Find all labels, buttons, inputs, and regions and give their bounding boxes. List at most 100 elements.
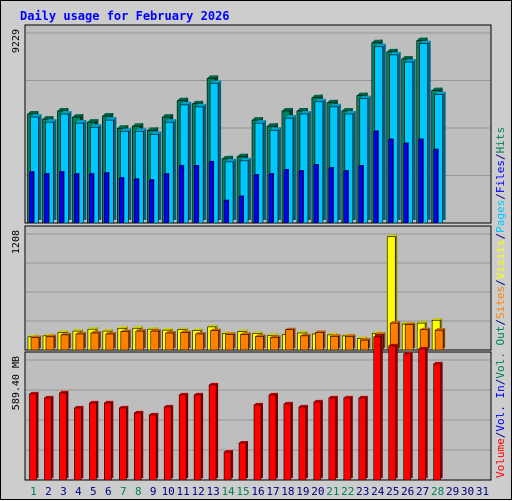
bar-side bbox=[201, 392, 204, 478]
bar-face bbox=[418, 348, 426, 481]
bar-side bbox=[173, 331, 176, 348]
bar-top bbox=[285, 327, 296, 330]
x-tick-label: 13 bbox=[206, 485, 219, 498]
bar-files-day-16 bbox=[253, 174, 260, 224]
bar-side bbox=[231, 449, 234, 478]
bar-face bbox=[180, 332, 189, 351]
bar-files-day-4 bbox=[74, 173, 80, 224]
bar-top bbox=[74, 405, 84, 408]
bar-top bbox=[87, 327, 98, 330]
bar-files-day-17 bbox=[268, 173, 274, 224]
bar-top bbox=[404, 59, 416, 63]
bar-face bbox=[268, 394, 277, 481]
bar-face bbox=[403, 353, 411, 481]
bar-top bbox=[405, 322, 416, 325]
bar-volume-day-24 bbox=[373, 334, 383, 481]
bar-top bbox=[90, 124, 102, 128]
x-tick-label: 1 bbox=[30, 485, 37, 498]
bar-top bbox=[177, 327, 188, 330]
bar-side bbox=[68, 332, 71, 348]
bar-sites-day-10 bbox=[165, 331, 176, 351]
bar-face bbox=[240, 334, 249, 351]
bar-files-day-1 bbox=[29, 171, 35, 224]
bar-top bbox=[314, 98, 326, 102]
bar-side bbox=[395, 343, 398, 478]
bar-side bbox=[307, 111, 311, 220]
bar-side bbox=[440, 361, 443, 478]
bar-pages-day-27 bbox=[419, 40, 431, 224]
bar-top bbox=[434, 91, 446, 95]
bar-sites-day-19 bbox=[300, 333, 311, 351]
bar-face bbox=[133, 412, 142, 481]
legend-item: / bbox=[494, 233, 507, 240]
bar-files-day-19 bbox=[298, 170, 304, 224]
bar-side bbox=[158, 329, 161, 348]
x-tick-label: 21 bbox=[326, 485, 339, 498]
bar-volume-day-23 bbox=[358, 395, 368, 481]
x-tick-label: 3 bbox=[60, 485, 67, 498]
bar-side bbox=[308, 333, 311, 348]
x-tick-label: 18 bbox=[281, 485, 294, 498]
bar-sites-day-13 bbox=[210, 328, 221, 351]
bar-files-day-26 bbox=[403, 142, 409, 224]
bar-pages-day-19 bbox=[299, 111, 311, 224]
bar-top bbox=[252, 117, 264, 121]
bar-pages-day-1 bbox=[30, 114, 42, 224]
bar-top bbox=[386, 48, 398, 52]
bar-top bbox=[431, 87, 443, 91]
bar-top bbox=[330, 334, 341, 337]
x-tick-label: 8 bbox=[135, 485, 142, 498]
y-axis-max-label: 589.40 MB bbox=[11, 356, 22, 410]
bar-top bbox=[147, 327, 158, 330]
bar-files-day-12 bbox=[193, 164, 200, 224]
bar-sites-day-20 bbox=[315, 330, 326, 351]
legend-item: Files bbox=[494, 160, 507, 193]
bar-face bbox=[359, 339, 369, 351]
x-tick-label: 29 bbox=[446, 485, 459, 498]
bar-side bbox=[138, 178, 140, 222]
legend-item: Visits bbox=[494, 240, 507, 280]
bar-side bbox=[39, 335, 41, 348]
bar-top bbox=[435, 328, 446, 331]
bar-volume-day-9 bbox=[148, 412, 159, 481]
bar-pages-day-4 bbox=[75, 120, 87, 224]
bar-pages-day-8 bbox=[134, 128, 147, 224]
bar-side bbox=[272, 173, 274, 222]
bar-top bbox=[135, 329, 146, 332]
bar-sites-day-26 bbox=[404, 322, 416, 351]
bar-volume-day-22 bbox=[343, 395, 353, 481]
bar-top bbox=[150, 131, 162, 135]
bar-side bbox=[397, 51, 401, 221]
bar-side bbox=[126, 405, 129, 478]
bar-top bbox=[120, 128, 132, 132]
bar-sites-day-15 bbox=[240, 332, 251, 351]
bar-side bbox=[203, 103, 207, 220]
legend-item: / bbox=[494, 319, 507, 326]
bar-side bbox=[168, 173, 170, 222]
bar-face bbox=[270, 336, 279, 351]
bar-files-day-3 bbox=[59, 171, 65, 224]
bar-face bbox=[45, 121, 54, 224]
bar-pages-day-12 bbox=[194, 103, 207, 224]
bar-files-day-18 bbox=[283, 169, 289, 224]
bar-side bbox=[158, 131, 162, 220]
bar-files-day-22 bbox=[343, 170, 349, 224]
bar-top bbox=[390, 321, 401, 324]
bar-face bbox=[148, 179, 154, 224]
bar-volume-day-28 bbox=[433, 361, 443, 481]
bar-top bbox=[195, 103, 207, 107]
bar-face bbox=[104, 172, 109, 224]
series-sites bbox=[30, 321, 446, 351]
bar-face bbox=[150, 330, 160, 351]
bar-side bbox=[261, 402, 264, 478]
bar-face bbox=[225, 334, 234, 351]
bar-top bbox=[240, 332, 251, 335]
bar-face bbox=[44, 397, 52, 481]
bar-pages-day-10 bbox=[164, 119, 177, 224]
bar-side bbox=[353, 334, 356, 348]
bar-top bbox=[177, 97, 189, 101]
x-tick-label: 9 bbox=[150, 485, 157, 498]
bar-side bbox=[442, 91, 446, 220]
bar-side bbox=[422, 138, 424, 222]
